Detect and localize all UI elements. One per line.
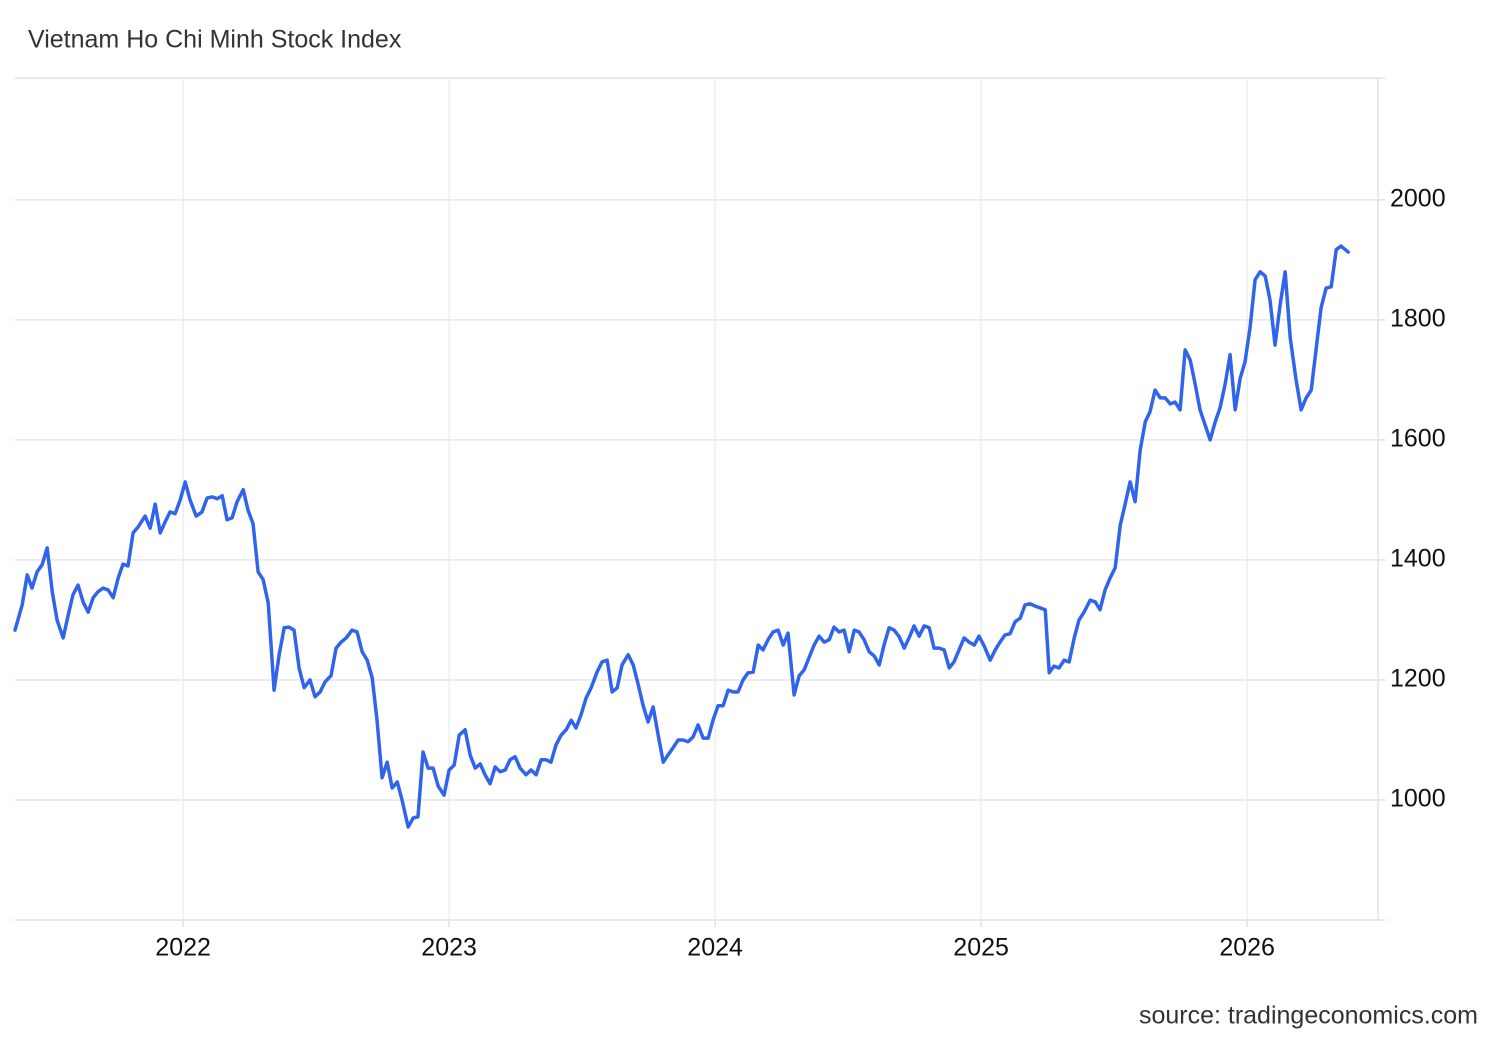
- y-tick-label: 1400: [1390, 545, 1446, 573]
- y-tick-label: 1200: [1390, 665, 1446, 693]
- x-tick-label: 2023: [421, 934, 477, 962]
- x-tick-label: 2022: [155, 934, 211, 962]
- source: source: tradingeconomics.com: [1139, 1002, 1478, 1030]
- x-tick-label: 2026: [1219, 934, 1275, 962]
- y-tick-label: 1000: [1390, 785, 1446, 813]
- y-tick-label: 1800: [1390, 304, 1446, 332]
- data-line: [13, 244, 1350, 829]
- x-tick-label: 2024: [687, 934, 743, 962]
- x-tick-label: 2025: [953, 934, 1009, 962]
- y-tick-label: 1600: [1390, 424, 1446, 452]
- y-tick-label: 2000: [1390, 184, 1446, 212]
- chart-title: Vietnam Ho Chi Minh Stock Index: [28, 26, 402, 54]
